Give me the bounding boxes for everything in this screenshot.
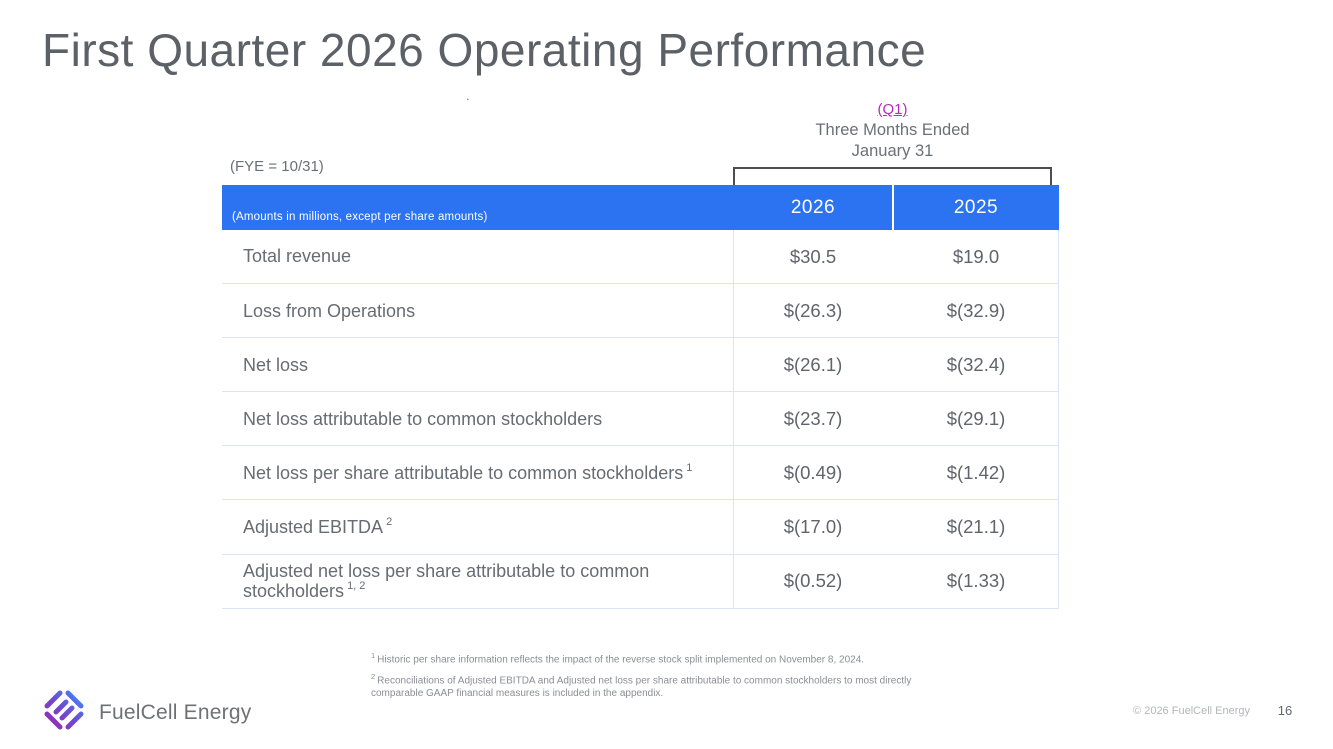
brand-wordmark: FuelCell Energy xyxy=(99,700,252,724)
header-column-divider xyxy=(892,185,894,230)
value-2026: $(26.3) xyxy=(783,299,843,321)
row-label: Total revenue xyxy=(243,246,352,267)
table-body: Total revenue $30.5 $19.0 Loss from Oper… xyxy=(222,230,1059,609)
value-2026: $(23.7) xyxy=(783,407,843,429)
table-vertical-divider xyxy=(733,230,734,609)
value-2025: $(1.33) xyxy=(946,570,1006,592)
column-header-2026: 2026 xyxy=(790,196,836,218)
row-label: Adjusted EBITDA 2 xyxy=(243,515,393,537)
row-label: Adjusted net loss per share attributable… xyxy=(243,560,650,602)
q1-link[interactable]: (Q1) xyxy=(877,101,908,118)
stray-period: . xyxy=(466,88,470,103)
column-bracket xyxy=(733,167,1052,185)
value-2025: $(32.4) xyxy=(946,353,1006,375)
value-2026: $(26.1) xyxy=(783,353,843,375)
value-2026: $(0.49) xyxy=(783,461,843,483)
table-row: Net loss per share attributable to commo… xyxy=(222,446,1059,501)
row-label: Loss from Operations xyxy=(243,300,416,321)
fuelcell-logo-icon xyxy=(40,686,88,739)
brand-logo: FuelCell Energy xyxy=(40,686,251,739)
value-2025: $19.0 xyxy=(952,245,1000,267)
table-row: Adjusted net loss per share attributable… xyxy=(222,555,1059,609)
table-right-border xyxy=(1058,230,1059,609)
footnote-1: 1 Historic per share information reflects… xyxy=(371,651,865,666)
table-row: Loss from Operations $(26.3) $(32.9) xyxy=(222,284,1059,339)
page-number: 16 xyxy=(1277,703,1293,718)
table-header-row: (Amounts in millions, except per share a… xyxy=(222,185,1059,230)
period-header-line2: January 31 xyxy=(851,142,934,160)
value-2025: $(29.1) xyxy=(946,407,1006,429)
page-title: First Quarter 2026 Operating Performance xyxy=(42,24,927,76)
table-row: Adjusted EBITDA 2 $(17.0) $(21.1) xyxy=(222,500,1059,555)
footnote-2: 2 Reconciliations of Adjusted EBITDA and … xyxy=(371,671,912,700)
table-row: Total revenue $30.5 $19.0 xyxy=(222,230,1059,285)
row-label: Net loss xyxy=(243,354,309,375)
table-row: Net loss attributable to common stockhol… xyxy=(222,392,1059,447)
value-2026: $(0.52) xyxy=(783,570,843,592)
column-header-2025: 2025 xyxy=(953,196,999,218)
row-label: Net loss attributable to common stockhol… xyxy=(243,408,603,429)
value-2026: $30.5 xyxy=(789,245,837,267)
table-row: Net loss $(26.1) $(32.4) xyxy=(222,338,1059,393)
value-2026: $(17.0) xyxy=(783,516,843,538)
copyright-text: © 2026 FuelCell Energy xyxy=(1133,705,1250,717)
fiscal-year-end-label: (FYE = 10/31) xyxy=(230,158,324,175)
value-2025: $(1.42) xyxy=(946,461,1006,483)
value-2025: $(21.1) xyxy=(946,516,1006,538)
amounts-note: (Amounts in millions, except per share a… xyxy=(232,211,488,223)
period-header-line1: Three Months Ended xyxy=(815,121,970,139)
row-label: Net loss per share attributable to commo… xyxy=(243,461,693,483)
footnotes: 1 Historic per share information reflects… xyxy=(371,651,938,705)
value-2025: $(32.9) xyxy=(946,299,1006,321)
